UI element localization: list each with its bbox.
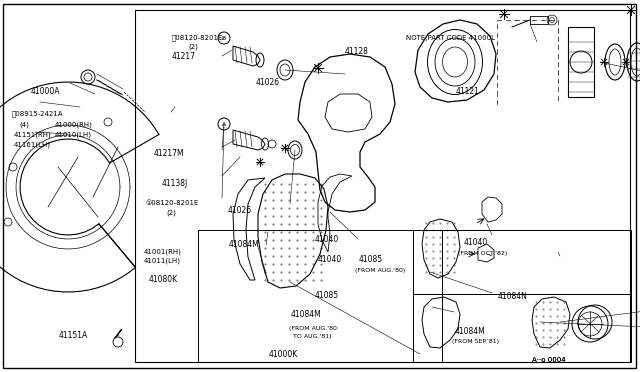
Text: A··o 0004: A··o 0004 bbox=[532, 357, 566, 363]
Text: 41084N: 41084N bbox=[498, 292, 528, 301]
Text: 41121: 41121 bbox=[456, 87, 479, 96]
Text: 41026: 41026 bbox=[228, 206, 252, 215]
Text: 41010(LH): 41010(LH) bbox=[54, 131, 92, 138]
Text: 41000K: 41000K bbox=[269, 350, 298, 359]
Text: 41000(RH): 41000(RH) bbox=[54, 121, 92, 128]
Text: (2): (2) bbox=[188, 44, 198, 50]
Bar bbox=[530, 16, 548, 24]
Text: 41085: 41085 bbox=[315, 291, 339, 300]
Text: 41161(LH): 41161(LH) bbox=[14, 141, 51, 148]
Text: 41217: 41217 bbox=[172, 52, 196, 61]
Text: 41040: 41040 bbox=[315, 235, 339, 244]
Text: 41080K: 41080K bbox=[148, 275, 178, 284]
Text: 41128: 41128 bbox=[344, 47, 368, 56]
Text: 41084M: 41084M bbox=[454, 327, 485, 336]
Text: B: B bbox=[222, 35, 226, 41]
Text: 41085: 41085 bbox=[358, 255, 383, 264]
Text: (2): (2) bbox=[166, 209, 176, 216]
Bar bbox=[198, 230, 442, 362]
Text: ①08120-8201E: ①08120-8201E bbox=[146, 200, 199, 206]
Text: 41040: 41040 bbox=[463, 238, 488, 247]
Bar bbox=[413, 230, 631, 294]
Text: TO AUG.'81): TO AUG.'81) bbox=[293, 334, 332, 339]
Text: 41138J: 41138J bbox=[161, 179, 188, 187]
Text: NOTE;PART CODE 41000L: NOTE;PART CODE 41000L bbox=[406, 35, 495, 41]
Bar bbox=[413, 230, 631, 362]
Text: 41026: 41026 bbox=[256, 78, 280, 87]
Text: (4): (4) bbox=[19, 121, 29, 128]
Text: 41000A: 41000A bbox=[31, 87, 60, 96]
Text: 41001(RH): 41001(RH) bbox=[144, 249, 182, 256]
Text: Ⓥ08915-2421A: Ⓥ08915-2421A bbox=[12, 110, 63, 117]
Text: 41040: 41040 bbox=[317, 255, 342, 264]
Text: 41011(LH): 41011(LH) bbox=[144, 258, 181, 264]
Bar bbox=[568, 27, 594, 97]
Text: 41084M: 41084M bbox=[291, 310, 321, 319]
Text: (FROM OCT.'82): (FROM OCT.'82) bbox=[458, 251, 507, 256]
Text: 41217M: 41217M bbox=[154, 149, 184, 158]
Text: (FROM SEP.'81): (FROM SEP.'81) bbox=[452, 339, 499, 344]
Text: Ⓑ08120-8201E: Ⓑ08120-8201E bbox=[172, 34, 223, 41]
Text: 41151(RH): 41151(RH) bbox=[14, 131, 52, 138]
Bar bbox=[413, 294, 631, 362]
Text: A: A bbox=[222, 122, 226, 126]
Text: 41084M: 41084M bbox=[229, 240, 260, 249]
Text: (FROM AUG.'80: (FROM AUG.'80 bbox=[289, 326, 337, 331]
Text: (FROM AUG.'80): (FROM AUG.'80) bbox=[355, 268, 406, 273]
Text: A··o 0004: A··o 0004 bbox=[532, 357, 566, 363]
Bar bbox=[135, 10, 630, 362]
Text: 41151A: 41151A bbox=[59, 331, 88, 340]
